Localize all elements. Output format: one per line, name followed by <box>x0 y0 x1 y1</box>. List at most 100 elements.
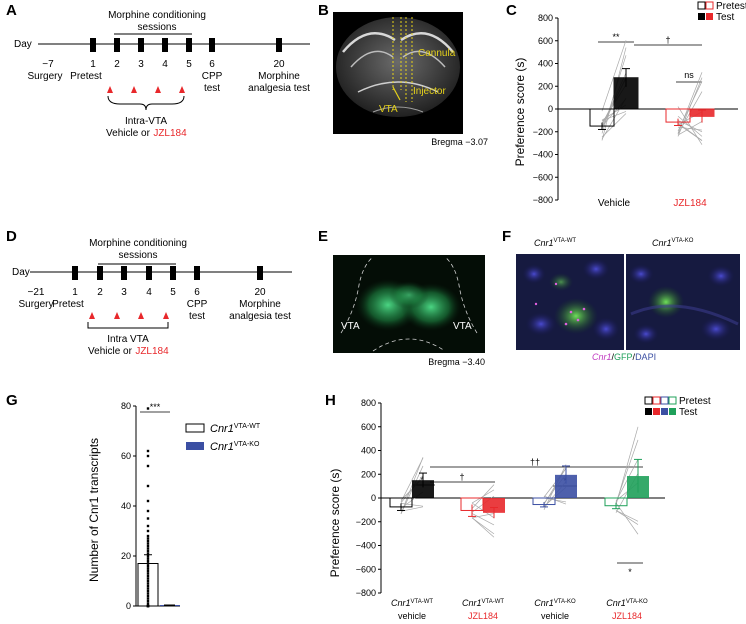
svg-text:Cnr1VTA-WT: Cnr1VTA-WT <box>462 598 504 608</box>
event-label: test <box>189 311 205 322</box>
y-tick-label: −600 <box>533 172 553 182</box>
chart-h-group-labels: Cnr1VTA-WT vehicle Cnr1VTA-WT JZL184 Cnr… <box>391 598 648 621</box>
injection-marker <box>163 312 169 319</box>
timeline-tick <box>72 266 78 280</box>
event-label: Surgery <box>27 71 62 82</box>
micrograph-f <box>516 254 740 350</box>
svg-text:Cnr1VTA-WT: Cnr1VTA-WT <box>391 598 433 608</box>
timeline-tick <box>194 266 200 280</box>
panel-label-d: D <box>6 228 17 245</box>
data-point <box>146 589 150 593</box>
legend-swatch-test-black <box>698 13 705 20</box>
day-number: 2 <box>97 287 103 298</box>
timeline-tick <box>170 266 176 280</box>
data-point <box>146 547 150 550</box>
data-point <box>146 592 150 595</box>
bar-test <box>412 480 434 498</box>
vta-label: VTA <box>379 104 398 115</box>
y-tick-label: 60 <box>121 451 131 461</box>
y-tick-label: 800 <box>538 13 553 23</box>
data-point <box>146 574 150 578</box>
subject-line <box>615 510 639 525</box>
event-label: Pretest <box>70 71 102 82</box>
data-point <box>146 587 150 590</box>
legend-label: Test <box>679 407 698 418</box>
injection-marker <box>89 312 95 319</box>
data-point <box>146 539 150 543</box>
injection-marker <box>114 312 120 319</box>
event-label: Morphine <box>258 71 300 82</box>
treatment-label: Intra-VTA <box>125 116 167 127</box>
data-point <box>146 534 150 538</box>
data-point <box>146 597 150 600</box>
data-point <box>173 604 175 607</box>
data-point <box>146 517 150 520</box>
data-point <box>146 564 150 568</box>
day-number: 6 <box>209 59 215 70</box>
y-tick-label: 40 <box>121 501 131 511</box>
timeline-tick <box>146 266 152 280</box>
data-point <box>146 552 150 555</box>
injection-marker <box>179 86 185 93</box>
timeline-ticks <box>90 38 282 52</box>
data-point <box>146 484 150 488</box>
data-point <box>146 569 150 573</box>
day-number: 4 <box>146 287 152 298</box>
subject-line <box>471 489 495 504</box>
event-label: test <box>204 83 220 94</box>
timeline-tick <box>114 38 120 52</box>
chart-g-ylabel: Number of Cnr1 transcripts <box>87 438 101 582</box>
day-number: 20 <box>254 287 266 298</box>
day-number: 5 <box>170 287 176 298</box>
timeline-tick <box>121 266 127 280</box>
chart-h-legend: Pretest Test <box>644 396 711 418</box>
y-tick-label: 800 <box>361 398 376 408</box>
day-number: 6 <box>194 287 200 298</box>
legend-swatch <box>669 408 676 415</box>
bregma-label: Bregma −3.07 <box>431 137 488 147</box>
chart-c-ylabel: Preference score (s) <box>513 58 527 167</box>
injection-marker <box>107 86 113 93</box>
y-tick-label: 200 <box>538 81 553 91</box>
treatment-label: Vehicle or <box>88 346 133 357</box>
data-point <box>146 582 150 585</box>
legend-swatch-pretest-red <box>705 1 714 10</box>
chart-h: Preference score (s) Pretest Test Cnr1VT… <box>328 396 711 621</box>
legend-swatch-pretest-black <box>697 1 706 10</box>
y-tick-label: 20 <box>121 551 131 561</box>
subject-line <box>471 513 495 526</box>
legend-swatch <box>644 396 653 405</box>
legend-swatch <box>661 408 668 415</box>
timeline-tick <box>97 266 103 280</box>
legend-label: Pretest <box>716 1 746 12</box>
bar-test <box>555 474 577 498</box>
legend-label-ko: Cnr1VTA-KO <box>210 441 260 453</box>
injector-label: Injector <box>413 86 446 97</box>
data-point <box>146 524 150 528</box>
legend-label: Pretest <box>679 396 711 407</box>
timeline-tick <box>186 38 192 52</box>
f-wt-header: Cnr1VTA-WT <box>534 238 577 248</box>
timeline-tick <box>90 38 96 52</box>
data-point <box>146 549 150 553</box>
subject-line <box>471 513 495 519</box>
sessions-label: Morphine conditioning <box>108 10 206 21</box>
data-point <box>146 584 150 588</box>
day-number: 4 <box>162 59 168 70</box>
day-number: 2 <box>114 59 120 70</box>
event-label: CPP <box>187 299 208 310</box>
legend-swatch <box>660 396 669 405</box>
subject-line <box>615 502 639 535</box>
y-tick-label: −800 <box>356 588 376 598</box>
subject-line <box>400 457 424 502</box>
panel-label-g: G <box>6 392 18 409</box>
day-number: 5 <box>186 59 192 70</box>
subject-line <box>471 517 495 538</box>
f-stain-legend: Cnr1/GFP/DAPI <box>592 352 657 362</box>
event-label: CPP <box>202 71 223 82</box>
data-point <box>146 559 150 563</box>
chart-g-legend: Cnr1VTA-WT Cnr1VTA-KO <box>185 423 261 453</box>
day-number: 20 <box>273 59 285 70</box>
data-point <box>146 557 150 560</box>
injection-marker <box>155 86 161 93</box>
